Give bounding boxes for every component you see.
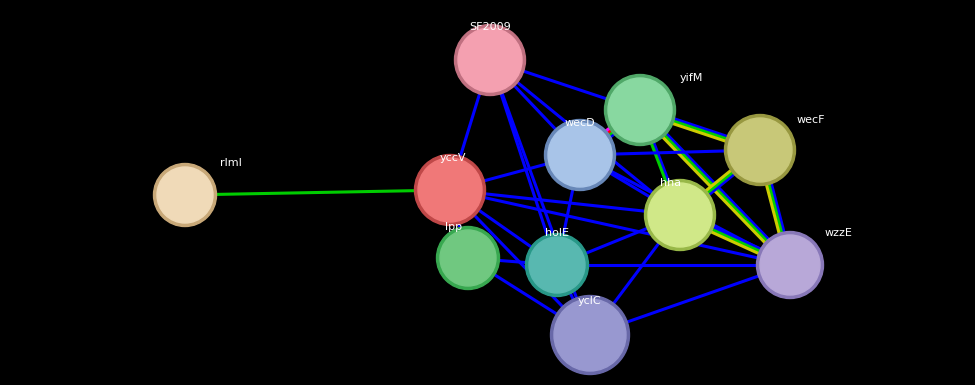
Circle shape bbox=[760, 235, 820, 295]
Circle shape bbox=[608, 78, 672, 142]
Circle shape bbox=[454, 25, 526, 95]
Text: holE: holE bbox=[545, 228, 569, 238]
Text: wecD: wecD bbox=[565, 118, 596, 128]
Circle shape bbox=[458, 28, 522, 92]
Circle shape bbox=[554, 299, 626, 371]
Text: SF2009: SF2009 bbox=[469, 22, 511, 32]
Circle shape bbox=[153, 164, 216, 226]
Text: yclC: yclC bbox=[578, 296, 602, 306]
Circle shape bbox=[526, 233, 589, 296]
Circle shape bbox=[548, 123, 612, 187]
Text: rlmI: rlmI bbox=[220, 158, 242, 168]
Circle shape bbox=[644, 179, 716, 251]
Circle shape bbox=[529, 237, 585, 293]
Text: hha: hha bbox=[660, 178, 682, 188]
Circle shape bbox=[437, 226, 499, 290]
Circle shape bbox=[418, 158, 482, 222]
Circle shape bbox=[604, 75, 676, 146]
Circle shape bbox=[757, 231, 824, 298]
Circle shape bbox=[728, 118, 792, 182]
Circle shape bbox=[648, 183, 712, 247]
Circle shape bbox=[440, 230, 496, 286]
Circle shape bbox=[157, 167, 213, 223]
Circle shape bbox=[414, 154, 486, 226]
Circle shape bbox=[544, 119, 615, 191]
Text: wzzE: wzzE bbox=[825, 228, 853, 238]
Text: lpp: lpp bbox=[445, 222, 462, 232]
Text: yifM: yifM bbox=[680, 73, 703, 83]
Circle shape bbox=[551, 296, 630, 375]
Text: wecF: wecF bbox=[797, 115, 826, 125]
Text: yccV: yccV bbox=[440, 153, 466, 163]
Circle shape bbox=[724, 114, 796, 186]
